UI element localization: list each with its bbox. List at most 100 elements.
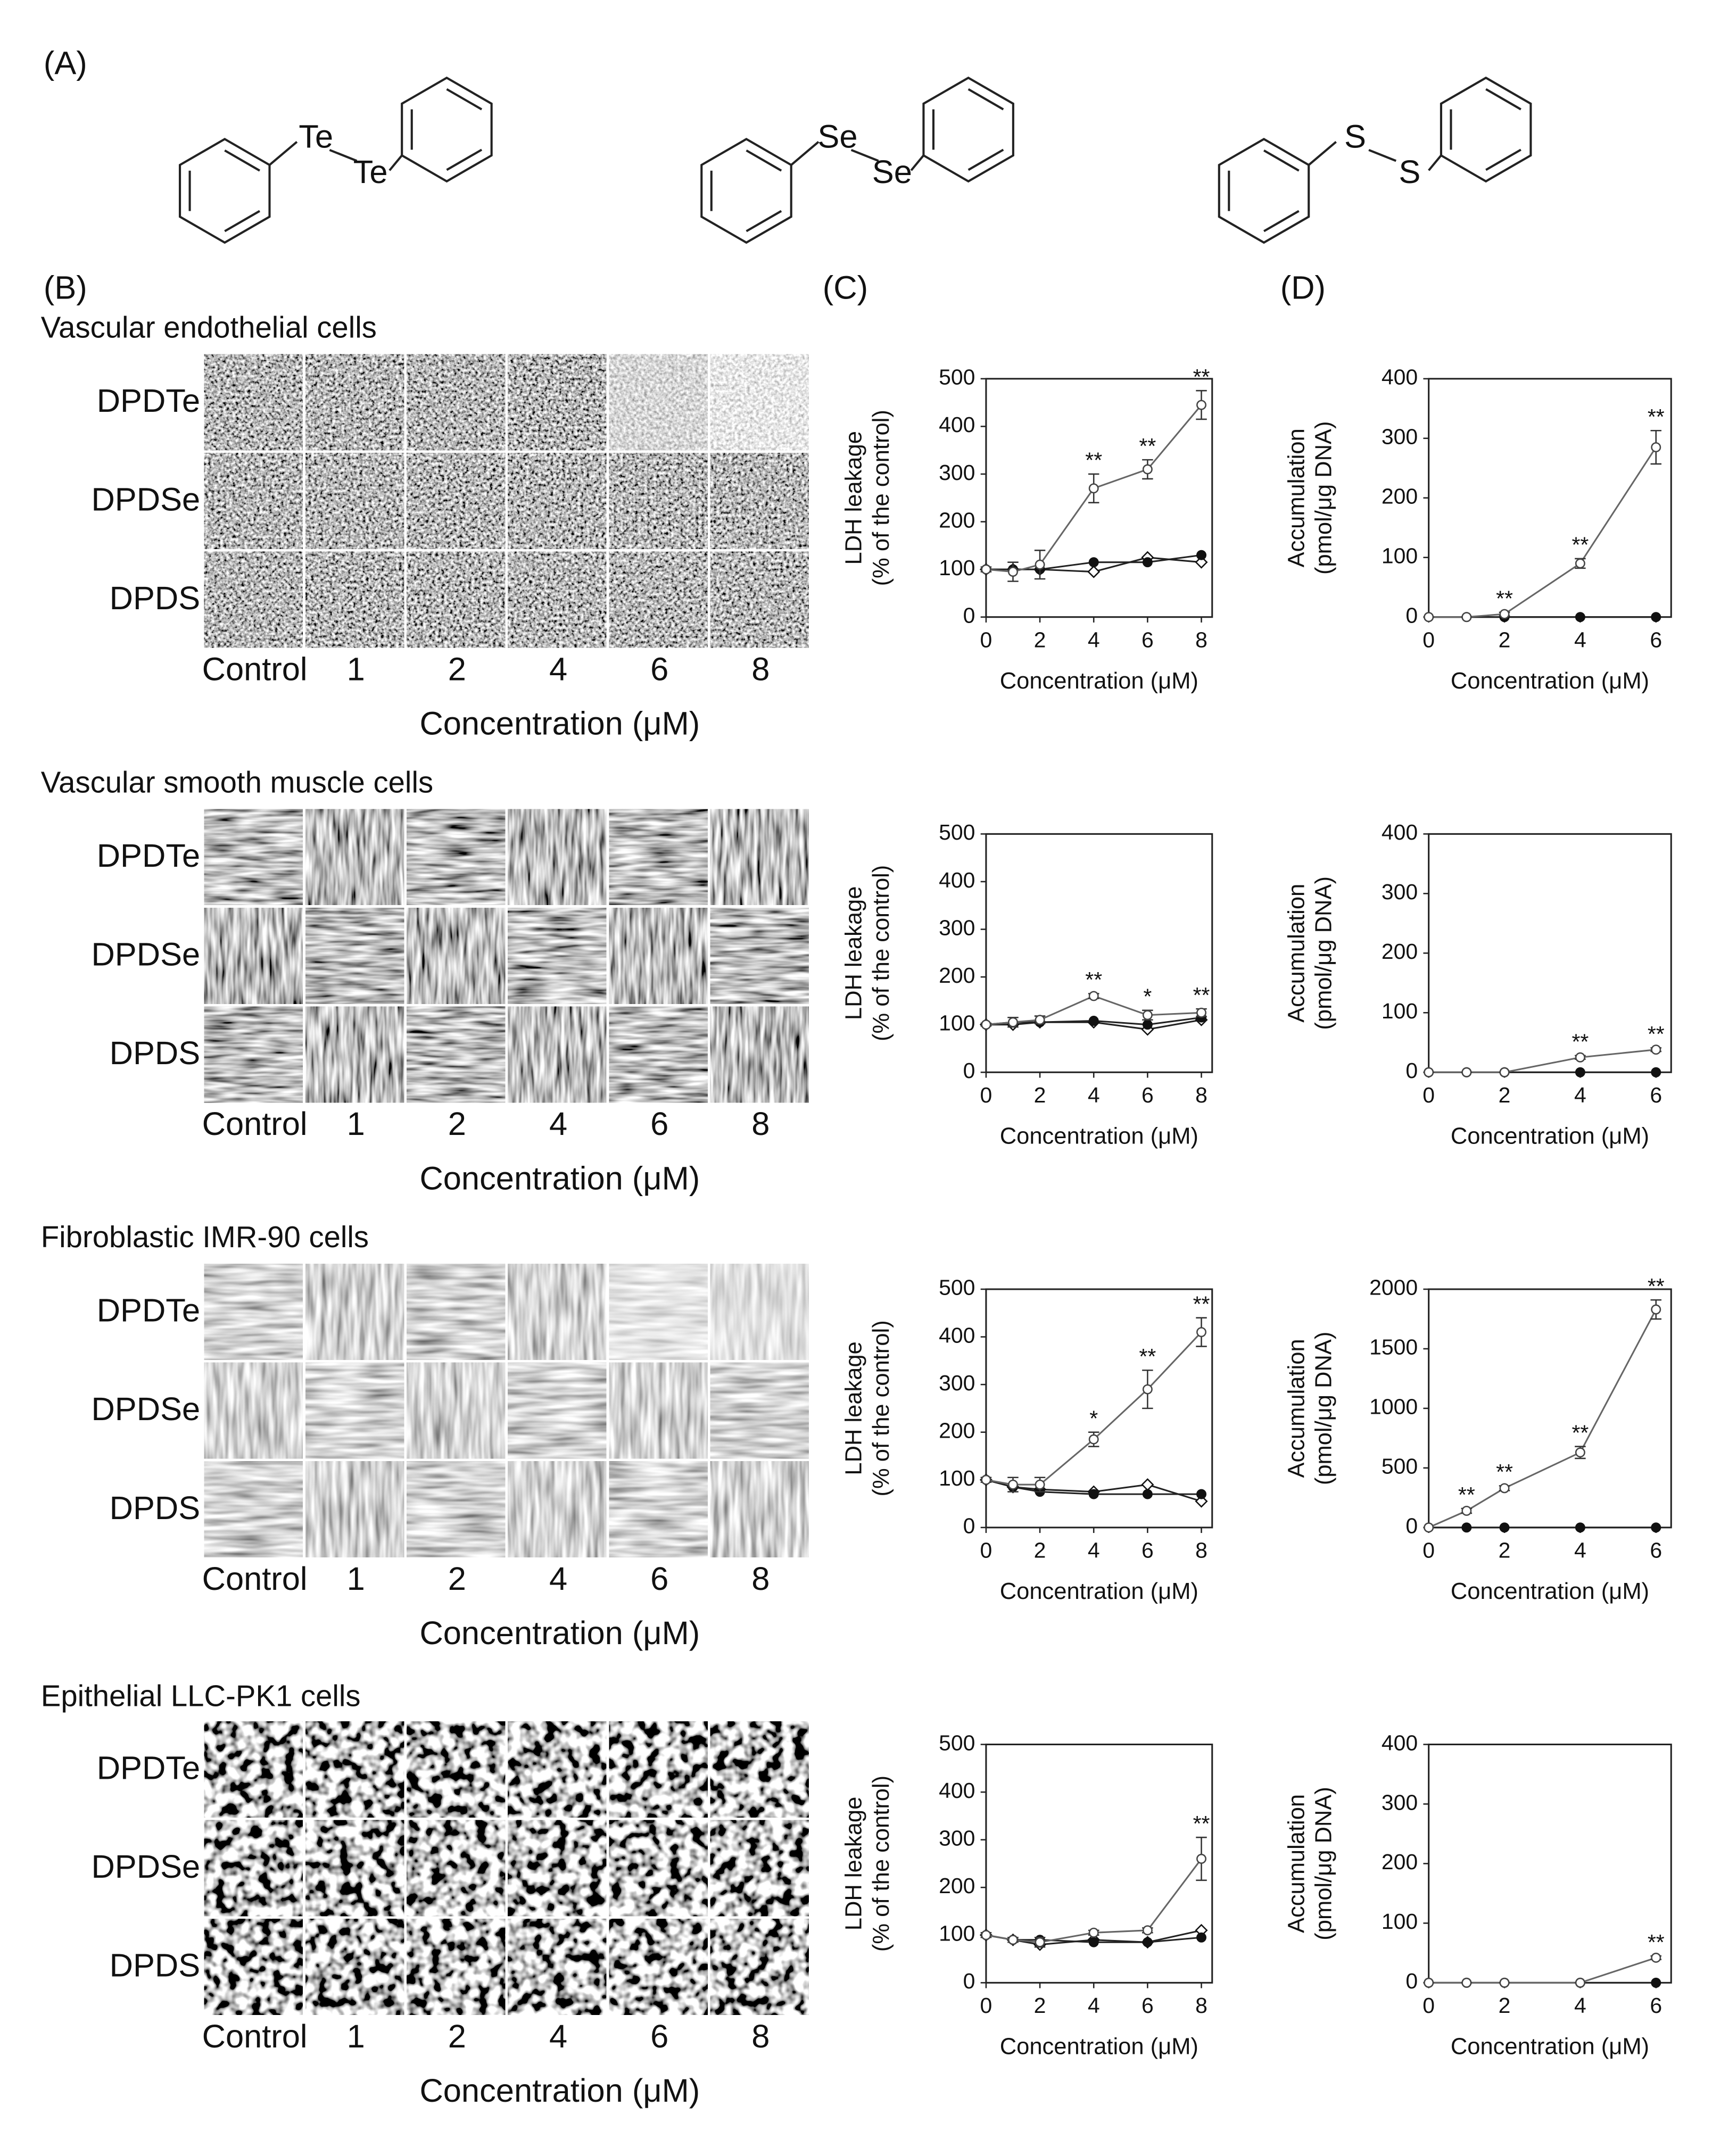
marker — [1142, 1489, 1153, 1499]
bond — [1368, 148, 1397, 162]
marker — [981, 1019, 991, 1030]
series-line — [1428, 1049, 1656, 1073]
micrograph — [508, 1362, 607, 1459]
micrograph — [407, 908, 506, 1004]
benzene-ring — [401, 76, 493, 183]
y-tick-label: 0 — [963, 1969, 975, 1993]
y-tick-label: 200 — [1382, 939, 1418, 964]
atom-label: S — [1399, 154, 1420, 190]
column-label: 6 — [650, 1106, 668, 1142]
x-tick-label: 4 — [1574, 628, 1586, 652]
marker — [1575, 1522, 1585, 1533]
double-bond — [967, 88, 1004, 111]
micrograph — [204, 1919, 303, 2015]
marker — [1141, 1478, 1154, 1491]
marker — [1575, 1067, 1585, 1077]
row-label: DPDS — [110, 1035, 201, 1072]
x-tick-label: 4 — [1088, 1993, 1100, 2018]
panel-label: (A) — [44, 45, 87, 81]
x-axis-title: Concentration (μM) — [1000, 1124, 1198, 1149]
significance: ** — [1648, 1022, 1665, 1046]
x-axis-title: Concentration (μM) — [1451, 1579, 1649, 1604]
column-label: 2 — [448, 651, 466, 687]
micrograph — [609, 1461, 708, 1557]
marker — [1008, 567, 1018, 577]
double-bond — [746, 210, 782, 233]
significance: ** — [1193, 983, 1210, 1007]
section-title: Vascular smooth muscle cells — [41, 765, 433, 799]
x-tick-label: 6 — [1650, 1538, 1662, 1563]
marker — [1651, 1044, 1661, 1055]
marker — [1196, 400, 1206, 410]
micrograph — [305, 551, 404, 648]
y-axis-title: (pmol/μg DNA) — [1311, 421, 1337, 575]
benzene-ring — [1440, 76, 1532, 183]
micrograph — [407, 1362, 506, 1459]
micrograph — [609, 908, 708, 1004]
x-tick-label: 2 — [1034, 1083, 1046, 1107]
y-tick-label: 500 — [939, 820, 975, 844]
marker — [1196, 1854, 1206, 1864]
marker — [1142, 1010, 1153, 1021]
significance: ** — [1648, 1274, 1665, 1298]
marker — [1088, 557, 1099, 568]
y-tick-label: 300 — [939, 1371, 975, 1395]
significance: ** — [1572, 1030, 1589, 1054]
micrograph — [609, 1721, 708, 1818]
double-bond — [446, 148, 483, 171]
row-label: DPDS — [110, 1947, 201, 1984]
marker — [1651, 1952, 1661, 1963]
column-label: Control — [202, 1106, 308, 1142]
y-tick-label: 400 — [939, 1323, 975, 1347]
x-axis-title: Concentration (μM) — [419, 1615, 700, 1652]
series-line — [1428, 1956, 1657, 1984]
y-axis-title: (% of the control) — [869, 1320, 894, 1496]
micrograph — [710, 1264, 809, 1360]
micrograph — [204, 1006, 303, 1103]
y-tick-label: 500 — [939, 1730, 975, 1755]
x-tick-label: 2 — [1499, 628, 1511, 652]
marker — [1499, 1522, 1510, 1533]
x-tick-label: 4 — [1574, 1538, 1586, 1563]
marker — [1195, 1495, 1208, 1508]
y-axis-title: (% of the control) — [869, 1776, 894, 1952]
x-tick-label: 8 — [1195, 1538, 1208, 1563]
row-label: DPDSe — [91, 936, 200, 973]
y-axis-title: (pmol/μg DNA) — [1311, 1332, 1337, 1486]
y-tick-label: 0 — [1405, 1969, 1418, 1993]
y-tick-label: 0 — [963, 1058, 975, 1083]
marker — [1196, 1327, 1206, 1338]
column-label: 1 — [347, 1106, 365, 1142]
x-tick-label: 0 — [1422, 628, 1435, 652]
column-label: 1 — [347, 1561, 365, 1597]
y-axis-title: (pmol/μg DNA) — [1311, 876, 1337, 1030]
marker — [1087, 565, 1101, 578]
x-tick-label: 6 — [1650, 1083, 1662, 1107]
y-tick-label: 100 — [1382, 1909, 1418, 1934]
row-label: DPDTe — [97, 1292, 201, 1329]
marker — [1575, 558, 1585, 569]
y-axis-title: Accumulation — [1284, 1339, 1309, 1478]
micrograph — [710, 809, 809, 905]
section-title: Fibroblastic IMR-90 cells — [41, 1220, 369, 1254]
micrograph — [305, 1264, 404, 1360]
x-tick-label: 6 — [1650, 628, 1662, 652]
y-tick-label: 400 — [1382, 1730, 1418, 1755]
x-tick-label: 0 — [1422, 1993, 1435, 2018]
plot-frame — [985, 378, 1213, 618]
marker — [981, 1474, 991, 1485]
marker — [1499, 609, 1510, 619]
x-axis-title: Concentration (μM) — [1451, 2034, 1649, 2060]
plot-frame — [985, 1288, 1213, 1529]
x-axis-title: Concentration (μM) — [1451, 1124, 1649, 1149]
y-tick-label: 300 — [939, 1826, 975, 1850]
micrograph — [508, 1721, 607, 1818]
y-axis-title: LDH leakage — [841, 431, 867, 565]
column-label: 2 — [448, 1561, 466, 1597]
significance: ** — [1572, 1420, 1589, 1445]
section-title: Epithelial LLC-PK1 cells — [41, 1679, 361, 1713]
micrograph — [305, 1006, 404, 1103]
plot-frame — [985, 1743, 1213, 1984]
micrograph — [407, 1919, 506, 2015]
